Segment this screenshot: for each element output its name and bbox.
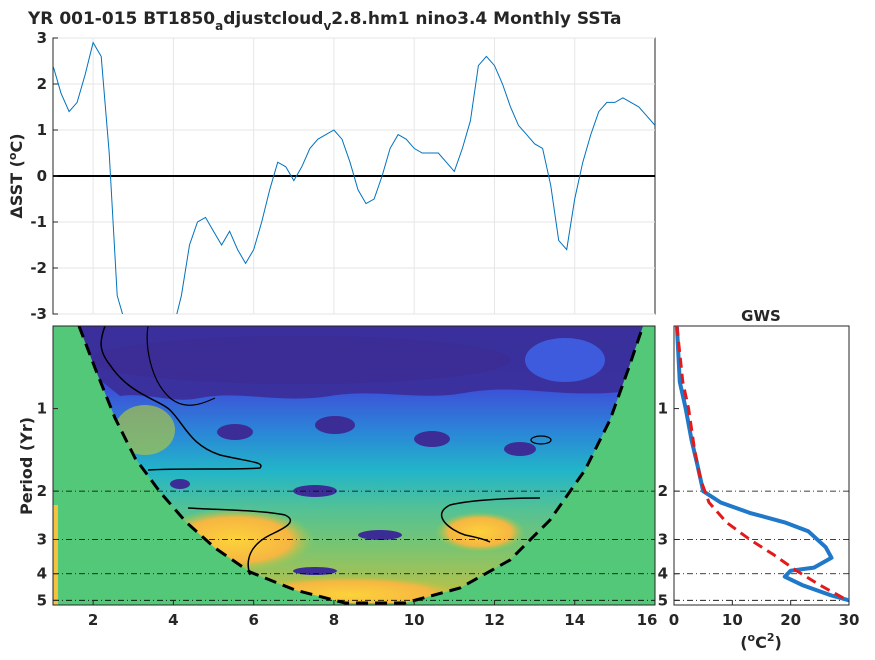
gws-panel: GWS 1 2 3 4 5 0 10 20 30 (oC2) [658,307,860,652]
sst-grid [53,37,655,315]
wavelet-x-tick-label: 10 [404,611,425,629]
cone-of-influence [77,326,645,605]
significance-contour [187,507,292,576]
sst-y-tick-label: -3 [30,305,47,323]
gws-series-global-spectrum [674,326,849,603]
gws-x-ticks: 0 10 20 30 [669,600,860,629]
gws-x-tick-label: 30 [839,611,860,629]
wavelet-x-ticks: 2 4 6 8 10 12 14 16 [88,600,658,629]
wavelet-y-tick-label: 2 [37,482,47,500]
significance-contour [441,497,541,543]
sst-y-axis-label: ΔSST (oC) [6,133,26,218]
gws-x-tick-label: 20 [780,611,801,629]
wavelet-y-axis-label: Period (Yr) [17,417,36,515]
gws-y-tick-label: 2 [658,482,668,500]
gws-y-tick-label: 1 [658,400,668,418]
wavelet-x-tick-label: 16 [637,611,658,629]
significance-contour [146,326,216,406]
wavelet-y-tick-label: 1 [37,400,47,418]
sst-y-tick-label: 3 [37,29,47,47]
gws-x-tick-label: 0 [669,611,679,629]
significance-contour [100,326,262,471]
wavelet-y-tick-label: 3 [37,530,47,548]
wavelet-x-tick-label: 6 [248,611,258,629]
sst-y-tick-label: -2 [30,259,47,277]
wavelet-x-tick-label: 2 [88,611,98,629]
gws-series-significance [675,326,844,600]
wavelet-y-tick-label: 4 [37,565,47,583]
wavelet-x-tick-label: 14 [564,611,585,629]
chart-title: YR 001-015 BT1850adjustcloudv2.8.hm1 nin… [27,9,622,33]
gws-x-tick-label: 10 [722,611,743,629]
wavelet-y-tick-label: 5 [37,591,47,609]
significance-contour [530,435,552,445]
gws-x-axis-label: (oC2) [740,631,782,652]
sst-y-tick-label: 2 [37,75,47,93]
sst-y-ticks: 3 2 1 0 -1 -2 -3 [30,29,58,323]
sst-y-tick-label: 0 [37,167,47,185]
wavelet-y-ticks: 1 2 3 4 5 [37,400,58,609]
sst-panel: 3 2 1 0 -1 -2 -3 ΔSST (oC) [6,29,656,323]
gws-y-tick-label: 5 [658,591,668,609]
gws-y-ticks: 1 2 3 4 5 [658,400,679,609]
wavelet-reference-lines [53,490,655,601]
sst-y-tick-label: 1 [37,121,47,139]
wavelet-x-tick-label: 12 [484,611,505,629]
sst-y-tick-label: -1 [30,213,47,231]
wavelet-x-tick-label: 4 [168,611,178,629]
wavelet-x-tick-label: 8 [329,611,339,629]
gws-y-tick-label: 4 [658,565,668,583]
gws-y-tick-label: 3 [658,530,668,548]
gws-title: GWS [741,307,781,325]
sst-series-line [53,41,655,314]
